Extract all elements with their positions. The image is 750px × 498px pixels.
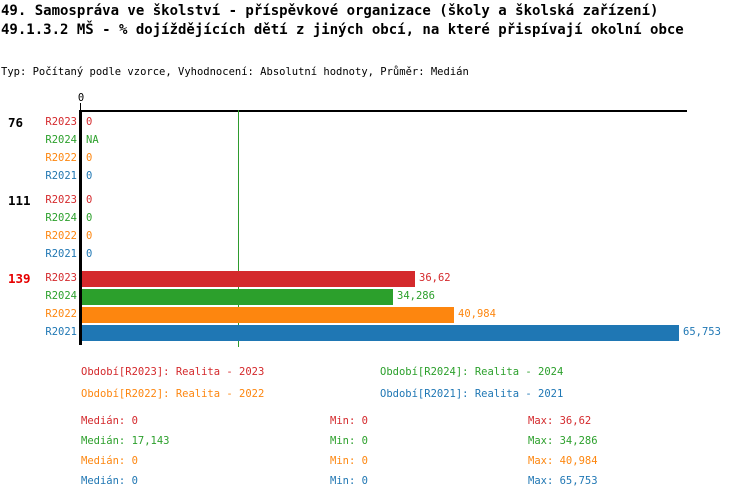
chart-meta: Typ: Počítaný podle vzorce, Vyhodnocení:… — [1, 66, 469, 78]
stat-max: Max: 65,753 — [528, 475, 598, 487]
stat-max: Max: 40,984 — [528, 455, 598, 467]
legend-item: Období[R2024]: Realita - 2024 — [380, 366, 564, 378]
series-label: R2024 — [45, 134, 77, 146]
legend-item: Období[R2022]: Realita - 2022 — [81, 388, 265, 400]
value-label: 0 — [86, 230, 93, 242]
series-label: R2022 — [45, 152, 77, 164]
value-label: NA — [86, 134, 99, 146]
x-axis-line — [79, 110, 687, 112]
bar-value-label: 40,984 — [458, 308, 496, 320]
series-label: R2023 — [45, 116, 77, 128]
stat-min: Min: 0 — [330, 475, 368, 487]
stat-median: Medián: 0 — [81, 475, 138, 487]
chart-subtitle: 49.1.3.2 MŠ - % dojíždějících dětí z jin… — [1, 22, 684, 38]
group-label: 111 — [8, 193, 31, 208]
stat-min: Min: 0 — [330, 455, 368, 467]
stat-max: Max: 34,286 — [528, 435, 598, 447]
value-label: 0 — [86, 194, 93, 206]
bar-value-label: 36,62 — [419, 272, 451, 284]
series-label: R2023 — [45, 272, 77, 284]
series-label: R2024 — [45, 290, 77, 302]
stat-min: Min: 0 — [330, 415, 368, 427]
series-label: R2022 — [45, 308, 77, 320]
series-label: R2023 — [45, 194, 77, 206]
bar — [82, 289, 393, 305]
stat-max: Max: 36,62 — [528, 415, 592, 427]
series-label: R2021 — [45, 170, 77, 182]
legend-item: Období[R2021]: Realita - 2021 — [380, 388, 564, 400]
stat-median: Medián: 17,143 — [81, 435, 170, 447]
bar-value-label: 65,753 — [683, 326, 721, 338]
stat-median: Medián: 0 — [81, 415, 138, 427]
median-line — [238, 110, 239, 347]
value-label: 0 — [86, 116, 93, 128]
legend-item: Období[R2023]: Realita - 2023 — [81, 366, 265, 378]
bar — [82, 307, 454, 323]
value-label: 0 — [86, 152, 93, 164]
value-label: 0 — [86, 212, 93, 224]
stat-median: Medián: 0 — [81, 455, 138, 467]
bar — [82, 325, 679, 341]
series-label: R2021 — [45, 326, 77, 338]
series-label: R2022 — [45, 230, 77, 242]
zero-tick-mark — [80, 103, 81, 110]
series-label: R2024 — [45, 212, 77, 224]
bar — [82, 271, 415, 287]
group-label: 76 — [8, 115, 24, 130]
group-label: 139 — [8, 271, 31, 286]
value-label: 0 — [86, 248, 93, 260]
stat-min: Min: 0 — [330, 435, 368, 447]
zero-tick-label: 0 — [77, 92, 85, 104]
bar-value-label: 34,286 — [397, 290, 435, 302]
y-axis-line — [79, 110, 82, 345]
chart-title: 49. Samospráva ve školství - příspěvkové… — [1, 3, 659, 19]
value-label: 0 — [86, 170, 93, 182]
series-label: R2021 — [45, 248, 77, 260]
